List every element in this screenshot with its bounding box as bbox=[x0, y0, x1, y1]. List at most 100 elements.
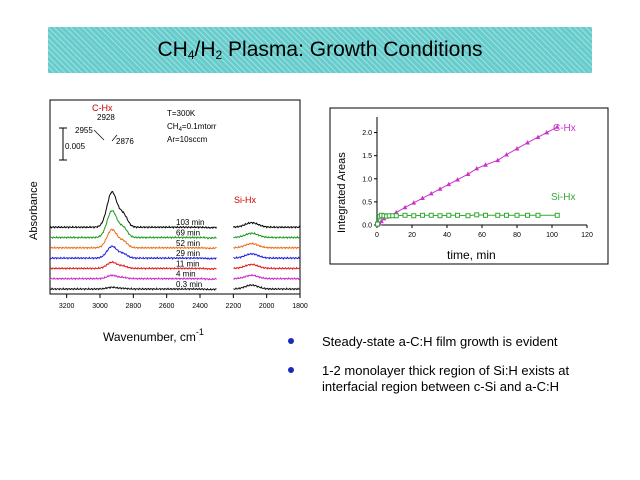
x-tick-label: 60 bbox=[478, 232, 486, 239]
y-tick-label: 0.5 bbox=[362, 199, 372, 206]
spectrum-time-label: 0.3 min bbox=[176, 280, 202, 289]
spectrum-curve bbox=[49, 210, 217, 240]
spectrum-time-label: 52 min bbox=[176, 239, 200, 248]
si-hx-point bbox=[455, 212, 460, 218]
si-hx-point bbox=[504, 212, 509, 218]
y-tick-label: 0.0 bbox=[362, 223, 372, 230]
peak-2955-label: 2955 bbox=[75, 126, 93, 135]
si-hx-point bbox=[393, 213, 399, 219]
spectrum-curve bbox=[49, 274, 218, 281]
si-hx-point bbox=[446, 212, 452, 218]
si-hx-point bbox=[525, 212, 530, 218]
x-tick-label: 2600 bbox=[159, 303, 175, 310]
spectrum-curve bbox=[233, 242, 301, 250]
x-tick-label: 3000 bbox=[92, 303, 108, 310]
si-hx-point bbox=[554, 212, 560, 218]
spectrum-time-label: 11 min bbox=[176, 259, 199, 268]
spectra-chart: 3200 3000 2800 2600 2400 2200 2000 1800 103 min… bbox=[28, 99, 308, 344]
spectrum-time-label: 4 min bbox=[176, 270, 196, 279]
si-hx-point bbox=[514, 212, 520, 218]
spectrum-curve bbox=[232, 221, 301, 229]
c-hx-point bbox=[483, 162, 488, 167]
kinetics-outer-frame bbox=[329, 107, 609, 265]
x-tick-label: 40 bbox=[443, 232, 451, 239]
spectrum-curve bbox=[49, 260, 217, 271]
c-hx-point bbox=[525, 140, 530, 145]
c-hx-point bbox=[420, 195, 425, 200]
scale-bar bbox=[59, 127, 67, 161]
bullet-list: Steady-state a-C:H film growth is eviden… bbox=[282, 334, 622, 408]
spectrum-curve bbox=[49, 190, 218, 230]
spectrum-curve bbox=[49, 228, 217, 250]
x-tick-label: 80 bbox=[513, 232, 521, 239]
scale-bar-label: 0.005 bbox=[65, 142, 86, 151]
si-hx-point bbox=[465, 213, 471, 219]
bullet-item: 1-2 monolayer thick region of Si:H exist… bbox=[282, 363, 622, 395]
kinetics-chart: 0 20 40 60 80 100 120 0.0 0.5 1.0 1.5 2.0 Integrate… bbox=[329, 107, 609, 265]
spectrum-curve bbox=[233, 283, 301, 291]
x-tick-label: 0 bbox=[375, 232, 379, 239]
c-hx-label: C-Hx bbox=[92, 103, 113, 113]
bullet-dot-icon bbox=[288, 367, 294, 373]
c-hx-point bbox=[378, 218, 384, 224]
spectrum-curve bbox=[233, 252, 300, 260]
si-hx-point bbox=[474, 212, 480, 218]
x-tick-label: 20 bbox=[408, 232, 416, 239]
integrated-areas-axis-label: Integrated Areas bbox=[336, 152, 348, 233]
title-banner: CH4/H2 Plasma: Growth Conditions bbox=[48, 27, 592, 73]
x-tick-label: 2400 bbox=[192, 303, 208, 310]
x-tick-label: 100 bbox=[546, 232, 558, 239]
c-hx-point bbox=[535, 134, 541, 139]
slide-title: CH4/H2 Plasma: Growth Conditions bbox=[157, 38, 483, 62]
si-hx-point bbox=[402, 212, 408, 218]
c-hx-point bbox=[495, 157, 501, 163]
c-hx-point bbox=[402, 204, 408, 210]
spectrum-curve bbox=[49, 245, 217, 261]
spectra-frame bbox=[49, 99, 301, 295]
x-tick-label: 3200 bbox=[59, 303, 75, 310]
spectrum-time-label: 103 min bbox=[176, 218, 204, 227]
y-tick-label: 1.0 bbox=[362, 176, 372, 183]
cond-temp: T=300K bbox=[167, 109, 196, 118]
axis-break-gap bbox=[216, 195, 234, 293]
peak-2876-label: 2876 bbox=[116, 137, 134, 146]
c-hx-point bbox=[437, 186, 443, 191]
x-tick-label: 2200 bbox=[226, 303, 242, 310]
time-axis-label: time, min bbox=[447, 248, 496, 262]
spectrum-curve bbox=[232, 231, 301, 240]
wavenumber-axis-label: Wavenumber, cm-1 bbox=[103, 327, 204, 344]
c-hx-point bbox=[514, 146, 520, 151]
bullet-dot-icon bbox=[288, 338, 294, 344]
si-hx-series-label: Si-Hx bbox=[551, 192, 575, 203]
spectrum-time-label: 69 min bbox=[176, 229, 200, 238]
c-hx-point bbox=[544, 129, 550, 135]
c-hx-point bbox=[411, 200, 417, 205]
spectrum-curve bbox=[49, 285, 217, 292]
x-tick-label: 2800 bbox=[126, 303, 142, 310]
bullet-item: Steady-state a-C:H film growth is eviden… bbox=[282, 334, 622, 350]
c-hx-point bbox=[554, 124, 560, 129]
peak-2928-label: 2928 bbox=[97, 113, 115, 122]
si-hx-point bbox=[428, 212, 434, 218]
c-hx-point bbox=[504, 152, 509, 157]
si-hx-point bbox=[483, 212, 488, 218]
cond-ch4: CH4=0.1mtorr bbox=[167, 122, 217, 133]
c-hx-series-label: C-Hx bbox=[553, 123, 576, 134]
si-hx-point bbox=[420, 212, 425, 218]
x-tick-label: 120 bbox=[581, 232, 593, 239]
c-hx-point bbox=[393, 209, 399, 215]
si-hx-point bbox=[411, 213, 417, 219]
c-hx-point bbox=[446, 181, 452, 187]
c-hx-point bbox=[428, 190, 434, 196]
peak-2876-pointer bbox=[111, 134, 118, 142]
si-hx-point bbox=[437, 213, 443, 219]
si-hx-point bbox=[375, 221, 381, 227]
c-hx-series-line bbox=[377, 126, 558, 226]
c-hx-point bbox=[465, 171, 471, 176]
spectrum-curve bbox=[233, 263, 301, 271]
x-tick-label: 1800 bbox=[292, 303, 308, 310]
c-hx-point bbox=[474, 166, 480, 171]
si-hx-point bbox=[495, 212, 501, 218]
absorbance-axis-label: Absorbance bbox=[28, 181, 40, 240]
y-tick-label: 2.0 bbox=[362, 130, 372, 137]
